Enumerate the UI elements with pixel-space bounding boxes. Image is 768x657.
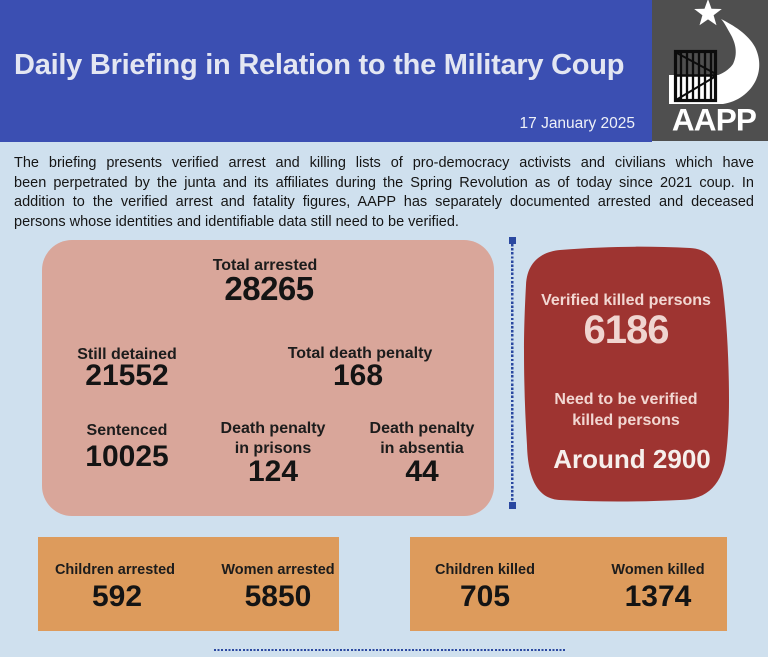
svg-text:AAPP: AAPP	[672, 102, 756, 138]
